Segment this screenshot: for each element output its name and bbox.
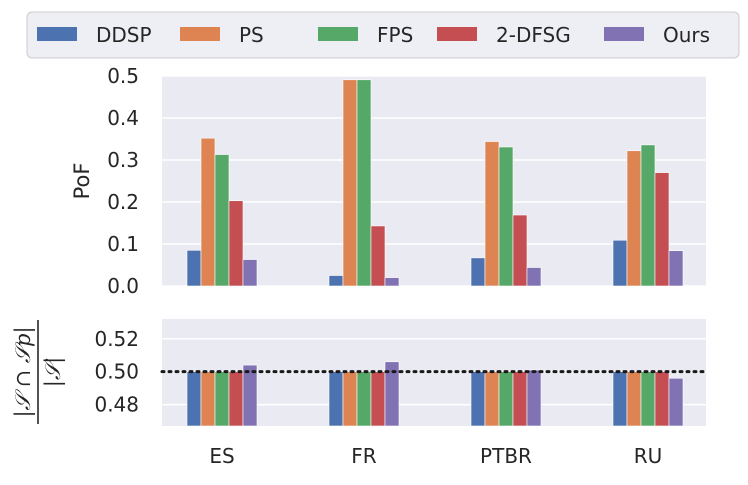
top-bar-fps-fr [356,79,372,287]
legend-label-ours: Ours [663,23,710,47]
bottom-bar-2-dfsg-fr [370,371,386,427]
bottom-y-tick-label: 0.52 [94,327,139,351]
bottom-bar-2-dfsg-es [228,371,244,427]
legend-label-ps: PS [239,23,264,47]
bottom-y-axis-label: |𝒮 ∩ 𝒮p| |𝒮| [11,320,66,424]
top-bar-2-dfsg-ptbr [512,214,528,287]
top-bar-ps-ru [626,150,642,287]
top-bar-fps-ru [640,144,656,287]
legend-swatch-fps [318,27,358,41]
bottom-bar-2-dfsg-ru [654,371,670,427]
bottom-y-label-numerator: |𝒮 ∩ 𝒮p| [11,326,36,417]
top-bar-ours-ptbr [526,267,542,287]
bottom-panel: 0.48 0.50 0.52 ES FR PTBR RU |𝒮 ∩ 𝒮p| |𝒮| [11,319,708,468]
top-panel: 0.0 0.1 0.2 0.3 0.4 0.5 PoF [70,64,706,298]
top-bar-ddsp-ptbr [470,257,486,287]
bottom-bar-ddsp-fr [328,371,344,427]
top-bar-ours-es [242,259,258,287]
top-y-tick-label: 0.2 [107,190,139,214]
top-bar-ours-fr [384,277,400,287]
x-tick-label-ptbr: PTBR [480,444,532,468]
legend-label-ddsp: DDSP [96,23,152,47]
x-tick-label-es: ES [209,444,234,468]
legend-label-2-dfsg: 2-DFSG [496,23,571,47]
legend-swatch-ps [180,27,220,41]
x-tick-label-ru: RU [634,444,663,468]
bottom-bar-ours-fr [384,361,400,427]
top-bar-ps-fr [342,79,358,287]
bottom-bar-ddsp-ptbr [470,371,486,427]
top-y-tick-label: 0.0 [107,274,139,298]
bottom-y-label-denominator: |𝒮| [41,357,66,387]
bottom-y-tick-label: 0.48 [94,393,139,417]
top-bar-ps-ptbr [484,141,500,287]
legend-swatch-ours [604,27,644,41]
top-bar-ddsp-fr [328,275,344,287]
top-bar-2-dfsg-es [228,200,244,287]
legend-swatch-2-dfsg [437,27,477,41]
bottom-bar-ours-ptbr [526,369,542,427]
bottom-bar-fps-ptbr [498,371,514,427]
bottom-bar-fps-fr [356,371,372,427]
top-y-tick-label: 0.1 [107,232,139,256]
top-bar-ddsp-es [186,250,202,287]
top-bar-fps-es [214,154,230,287]
bottom-bar-ps-ptbr [484,371,500,427]
top-y-tick-label: 0.4 [107,106,139,130]
bottom-bar-ours-es [242,364,258,427]
top-y-tick-label: 0.5 [107,64,139,88]
legend-label-fps: FPS [377,23,413,47]
top-bar-2-dfsg-fr [370,225,386,287]
legend: DDSP PS FPS 2-DFSG Ours [26,11,740,59]
top-y-axis-label: PoF [70,163,94,200]
bottom-bar-ours-ru [668,377,684,427]
bottom-bar-fps-es [214,371,230,427]
top-bar-2-dfsg-ru [654,172,670,287]
bottom-bar-ps-es [200,371,216,427]
top-y-tick-label: 0.3 [107,148,139,172]
bottom-bar-fps-ru [640,371,656,427]
legend-swatch-ddsp [37,27,77,41]
legend-frame [26,11,740,59]
bottom-bar-2-dfsg-ptbr [512,371,528,427]
bottom-bar-ps-ru [626,371,642,427]
top-bar-ps-es [200,137,216,287]
top-bar-ours-ru [668,250,684,287]
top-bar-fps-ptbr [498,146,514,287]
x-tick-label-fr: FR [351,444,377,468]
top-bar-ddsp-ru [612,239,628,287]
bottom-bar-ps-fr [342,371,358,427]
bottom-bar-ddsp-es [186,371,202,427]
bottom-y-tick-label: 0.50 [94,360,139,384]
bottom-bar-ddsp-ru [612,371,628,427]
